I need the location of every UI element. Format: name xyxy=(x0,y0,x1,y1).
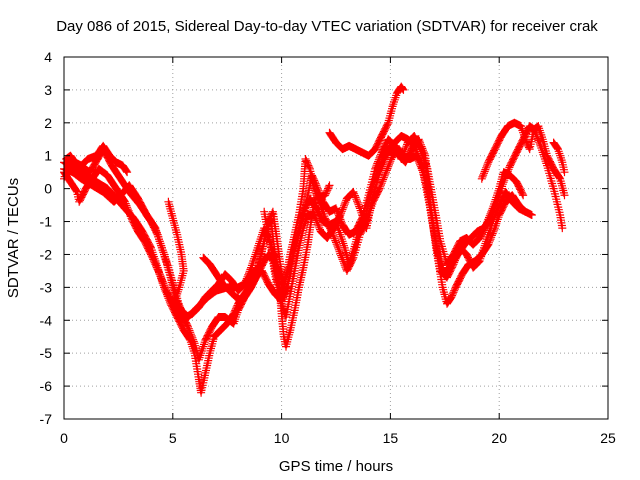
series-7 xyxy=(549,138,569,177)
y-tick-label: 4 xyxy=(44,49,52,65)
series-markers xyxy=(199,253,293,305)
y-tick-labels: -7 -6 -5 -4 -3 -2 -1 0 1 2 3 4 xyxy=(40,49,53,427)
y-tick-label: -2 xyxy=(40,246,53,262)
x-tick-label: 5 xyxy=(169,430,177,446)
y-tick-label: -7 xyxy=(40,411,53,427)
series-6 xyxy=(477,118,569,200)
x-tick-label: 15 xyxy=(383,430,399,446)
series-markers xyxy=(62,141,132,177)
y-tick-label: 1 xyxy=(44,148,52,164)
plot-frame xyxy=(63,56,609,420)
x-tick-labels: 0 5 10 15 20 25 xyxy=(60,430,616,446)
x-tick-label: 20 xyxy=(491,430,507,446)
series-markers xyxy=(549,138,569,177)
series-markers xyxy=(477,118,569,200)
x-tick-label: 10 xyxy=(274,430,290,446)
y-tick-label: -3 xyxy=(40,279,53,295)
series-5 xyxy=(325,82,408,160)
y-tick-label: -6 xyxy=(40,378,53,394)
series-10 xyxy=(199,253,293,305)
series-9 xyxy=(164,197,188,305)
series-markers xyxy=(325,82,408,160)
series-markers xyxy=(260,155,334,298)
axis-ticks xyxy=(63,56,609,420)
y-tick-label: 0 xyxy=(44,181,52,197)
x-axis-label: GPS time / hours xyxy=(279,458,393,475)
series-11 xyxy=(260,155,334,298)
x-tick-label: 0 xyxy=(60,430,68,446)
chart-title: Day 086 of 2015, Sidereal Day-to-day VTE… xyxy=(56,18,598,35)
y-tick-label: -4 xyxy=(40,312,53,328)
data-points xyxy=(60,82,569,397)
series-8 xyxy=(62,141,132,177)
y-tick-label: -1 xyxy=(40,214,53,230)
y-tick-label: 2 xyxy=(44,115,52,131)
y-axis-label: SDTVAR / TECUs xyxy=(5,178,22,298)
x-tick-label: 25 xyxy=(600,430,616,446)
series-markers xyxy=(164,197,188,305)
y-tick-label: -5 xyxy=(40,345,53,361)
y-tick-label: 3 xyxy=(44,82,52,98)
